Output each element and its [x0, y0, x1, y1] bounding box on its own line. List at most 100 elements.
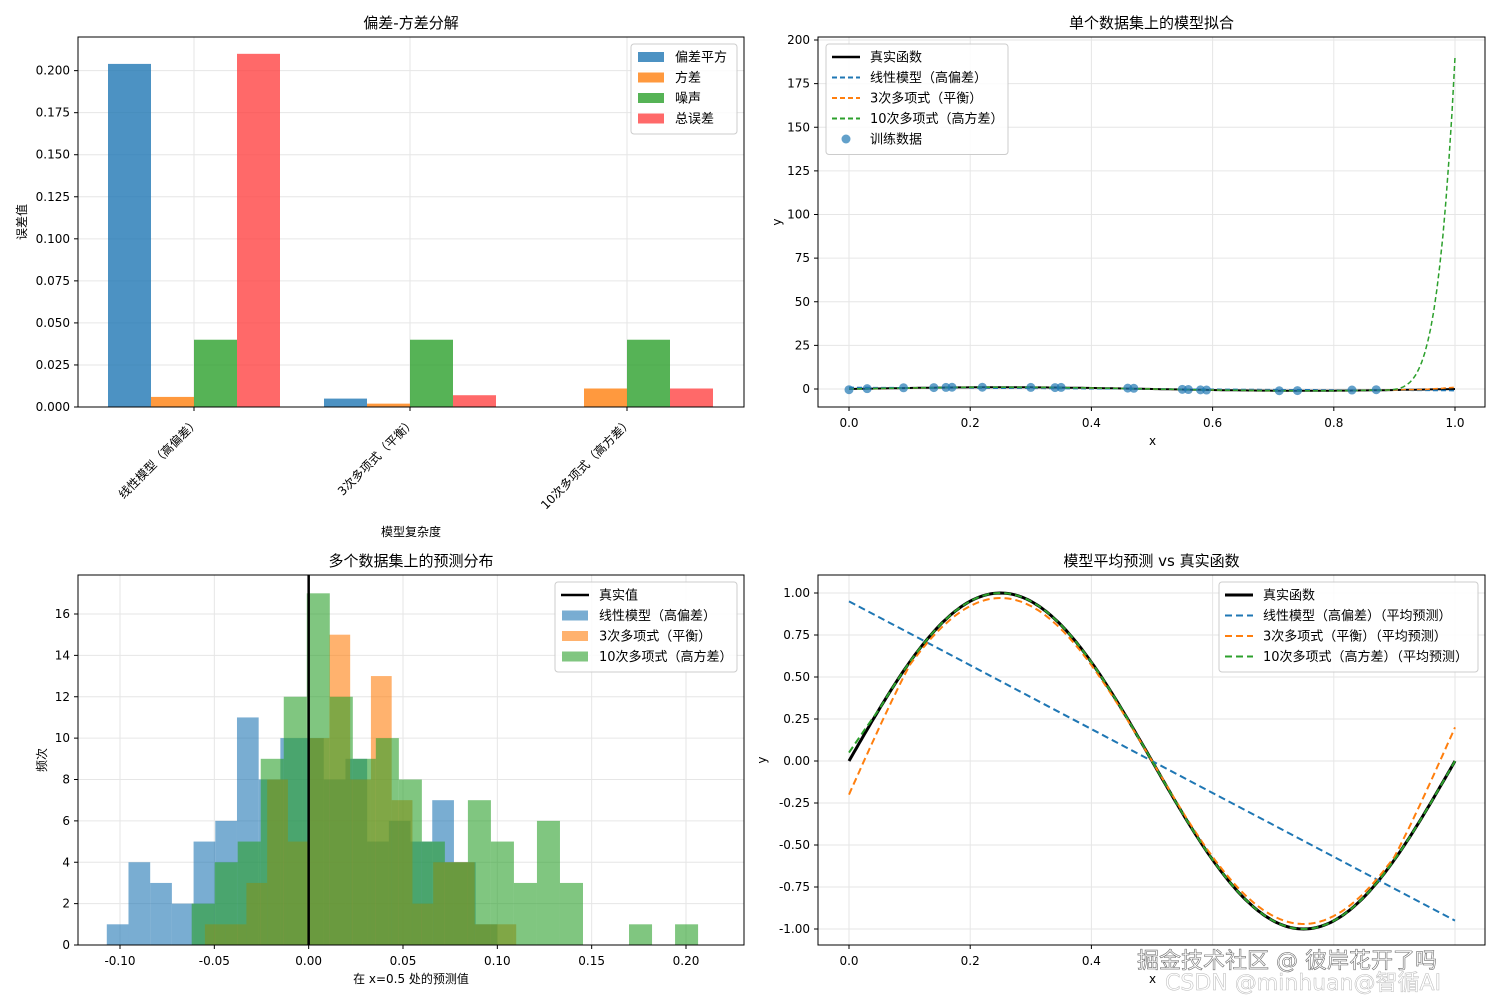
- y-tick-label: 0.100: [36, 232, 70, 246]
- bar-2-1: [410, 339, 453, 407]
- mean-prediction-chart: 模型平均预测 vs 真实函数 0.0 0.2 0.4 1.00 0.75 0.50 0.25 0…: [755, 552, 1486, 986]
- y-axis-label: 误差值: [14, 204, 29, 240]
- training-point: [1292, 386, 1302, 396]
- y-tick-label: 0: [62, 938, 70, 952]
- legend-label: 3次多项式（平衡）: [599, 629, 711, 645]
- x-tick-label: 3次多项式（平衡）: [335, 415, 418, 498]
- legend-label: 3次多项式（平衡）: [870, 91, 982, 107]
- legend-label: 偏差平方: [675, 50, 727, 66]
- training-point: [1129, 383, 1139, 393]
- legend-box: [1218, 581, 1479, 673]
- watermark-line2: CSDN @minhuan@智循AI: [1165, 971, 1441, 996]
- y-tick-label: 2: [62, 897, 70, 911]
- single-dataset-fit-chart: 单个数据集上的模型拟合 0.0 0.2 0.4 0.6 0.8 1.0 0 25 50 75 100 1…: [770, 14, 1486, 448]
- y-tick-label: -1.00: [779, 922, 810, 936]
- legend-label: 10次多项式（高方差）: [870, 111, 1004, 127]
- y-axis-label: y: [755, 756, 769, 763]
- hist-bar-0-2: [150, 882, 172, 945]
- x-axis-label: x: [1149, 434, 1156, 448]
- chart-title: 多个数据集上的预测分布: [328, 552, 493, 570]
- x-tick-label: 0.00: [295, 954, 322, 968]
- legend-label: 10次多项式（高方差）: [599, 649, 733, 665]
- bias-variance-bar-chart: 偏差-方差分解 0.000 0.025 0.050 0.075 0.100 0.125 0.1…: [14, 14, 745, 539]
- y-tick-label: 0.150: [36, 148, 70, 162]
- legend-label: 线性模型（高偏差）: [599, 608, 716, 624]
- hist-bar-0-0: [106, 924, 129, 945]
- y-tick-label: 150: [787, 120, 810, 134]
- y-tick-label: 10: [55, 731, 70, 745]
- y-tick-label: 0.200: [36, 64, 70, 78]
- y-tick-label: 75: [795, 251, 810, 265]
- legend-label: 训练数据: [870, 133, 922, 148]
- legend-label: 真实函数: [1263, 589, 1315, 604]
- y-tick-label: 0.050: [36, 316, 70, 330]
- hist-bar-2-19: [675, 924, 699, 945]
- hist-bar-2-12: [467, 800, 491, 945]
- x-tick-label: 10次多项式（高方差）: [537, 415, 635, 513]
- bar-3-2: [670, 388, 713, 407]
- y-tick-label: 14: [55, 648, 70, 662]
- x-axis-label: x: [1149, 972, 1156, 986]
- y-tick-label: 0.175: [36, 106, 70, 120]
- legend-box: [554, 581, 738, 673]
- hist-bar-2-3: [260, 758, 284, 945]
- training-point: [1026, 382, 1036, 392]
- hist-bar-2-11: [444, 862, 468, 945]
- y-tick-label: -0.75: [779, 880, 810, 894]
- hist-bar-2-16: [559, 882, 583, 945]
- x-tick-label: 0.0: [839, 954, 858, 968]
- tenth-mean-line: [848, 591, 1456, 931]
- bar-0-1: [324, 398, 367, 407]
- y-axis-label: y: [770, 218, 784, 225]
- x-tick-label: 0.0: [839, 416, 858, 430]
- legend-swatch: [638, 52, 664, 62]
- hist-bar-2-5: [306, 593, 330, 945]
- y-tick-label: -0.25: [779, 796, 810, 810]
- training-point: [1347, 385, 1357, 395]
- hist-bar-2-9: [398, 779, 422, 945]
- hist-bar-0-3: [171, 903, 194, 945]
- x-axis-label: 模型复杂度: [381, 524, 441, 539]
- training-point: [1371, 385, 1381, 395]
- y-tick-label: 0.25: [783, 712, 810, 726]
- y-tick-label: 125: [787, 164, 810, 178]
- axes-frame: [77, 574, 745, 946]
- legend-label: 真实函数: [870, 51, 922, 66]
- training-point: [1202, 385, 1212, 395]
- bar-0-0: [108, 63, 151, 408]
- y-tick-label: 25: [795, 338, 810, 352]
- y-tick-label: 6: [62, 814, 70, 828]
- hist-bar-0-1: [128, 862, 151, 945]
- legend-label: 线性模型（高偏差）（平均预测）: [1263, 608, 1452, 624]
- bar-2-0: [194, 339, 237, 407]
- y-tick-label: 50: [795, 295, 810, 309]
- hist-bar-2-0: [191, 903, 215, 945]
- training-point: [1274, 386, 1284, 396]
- x-tick-label: 线性模型（高偏差）: [115, 415, 202, 502]
- watermark-line1: 掘金技术社区 @ 彼岸花开了吗: [1137, 949, 1437, 974]
- legend-label: 总误差: [675, 112, 714, 127]
- hist-bar-2-1: [214, 862, 238, 945]
- x-tick-label: 0.20: [673, 954, 700, 968]
- x-tick-label: -0.10: [104, 954, 135, 968]
- y-tick-label: 100: [787, 208, 810, 222]
- x-tick-label: 0.4: [1082, 416, 1101, 430]
- prediction-distribution-histogram: 多个数据集上的预测分布 -0.10 -0.05 0.00 0.05 0.10 0.15 0.2…: [35, 552, 745, 986]
- legend-swatch: [562, 651, 588, 662]
- legend-swatch: [841, 134, 851, 144]
- cubic-mean-line: [848, 596, 1456, 926]
- y-tick-label: 8: [62, 773, 70, 787]
- y-tick-label: 0: [802, 382, 810, 396]
- legend-label: 10次多项式（高方差）（平均预测）: [1263, 649, 1468, 665]
- hist-bar-2-6: [329, 696, 353, 945]
- bar-1-1: [367, 403, 410, 407]
- chart-title: 单个数据集上的模型拟合: [1069, 14, 1234, 32]
- axes-frame: [817, 36, 1486, 408]
- training-point: [977, 382, 987, 392]
- y-tick-label: 175: [787, 77, 810, 91]
- axes-frame: [817, 574, 1486, 946]
- training-point: [947, 382, 957, 392]
- y-tick-label: 200: [787, 33, 810, 47]
- y-tick-label: 16: [55, 607, 70, 621]
